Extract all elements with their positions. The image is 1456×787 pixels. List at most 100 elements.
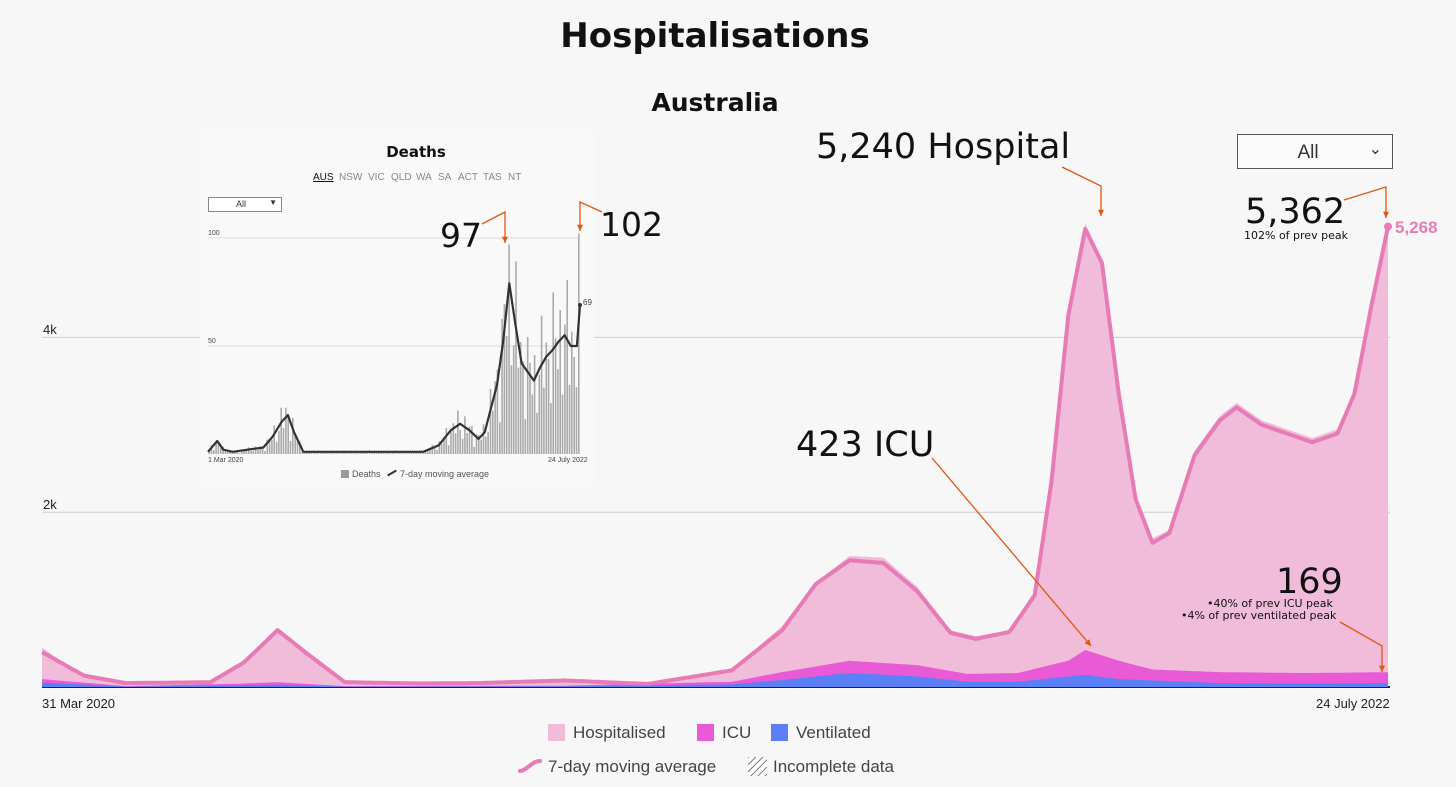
inset-death-bar [464,416,466,454]
inset-death-bar [475,434,478,454]
inset-death-bar [503,304,506,454]
inset-death-bar [573,357,575,454]
moving-average-line [41,226,1390,686]
inset-death-bar [308,452,310,454]
legend-incomplete-data[interactable]: Incomplete data [748,757,894,777]
inset-tab-nsw[interactable]: NSW [339,172,363,183]
chart-subtitle: Australia [651,88,779,117]
inset-death-bar [296,441,299,454]
inset-death-bar [226,452,229,454]
inset-death-bar [445,427,448,454]
inset-death-bar [564,324,566,454]
inset-legend-avg-label: 7-day moving average [400,469,490,479]
inset-moving-average-line [207,282,582,453]
inset-death-bar [403,452,406,454]
inset-death-bar [443,436,445,454]
inset-death-bar [452,423,455,454]
inset-death-bar [571,331,573,454]
inset-arrow-peak [481,210,506,243]
inset-filter-select[interactable]: All ▼ [208,197,282,212]
inset-death-bar [433,447,436,454]
arrow-icu-peak-head [1084,639,1091,646]
inset-death-bar [254,446,257,454]
annotation-icu-note: •40% of prev ICU peak [1207,597,1333,610]
inset-death-bar [415,452,417,454]
inset-death-bar [459,429,461,454]
inset-tab-act[interactable]: ACT [458,172,478,183]
inset-death-bar [536,412,538,454]
inset-death-bar [245,450,248,454]
annotation-icu-current: 169 [1276,562,1343,602]
legend-hospitalised[interactable]: Hospitalised [548,723,666,743]
inset-death-bar [450,429,452,454]
legend-ventilated[interactable]: Ventilated [771,723,871,743]
inset-tab-wa[interactable]: WA [416,172,432,183]
inset-death-bar [220,447,222,454]
inset-death-bar [533,355,536,454]
inset-death-bar [282,428,285,454]
annotation-icu-peak: 423 ICU [796,425,935,465]
inset-death-bar [315,452,317,454]
legend-incomplete-swatch [748,757,767,776]
inset-death-bar [529,362,531,454]
inset-death-bar [338,452,341,454]
inset-death-bar [438,441,441,454]
inset-death-bar [410,453,413,454]
y-tick-label: 4k [43,322,57,337]
inset-death-bar [396,452,399,454]
legend-incomplete-label: Incomplete data [773,757,894,776]
inset-annotation-peak: 97 [440,216,482,255]
inset-death-bar [259,446,262,454]
inset-death-bar [213,450,215,454]
inset-death-bar [540,315,543,454]
inset-death-bar [392,452,394,454]
inset-y-tick-label: 50 [208,338,216,345]
x-start-label: 31 Mar 2020 [42,696,115,711]
inset-death-bar [231,452,234,454]
inset-death-bar [424,451,427,454]
arrow-hospital-peak [1061,166,1102,216]
inset-tab-vic[interactable]: VIC [368,172,385,183]
inset-death-bar [559,310,561,454]
inset-death-bar [480,439,482,454]
inset-death-bar [519,342,522,454]
inset-death-bar [303,451,306,454]
inset-death-bar [285,407,287,454]
inset-death-bar [489,389,492,454]
inset-death-bar [440,443,443,454]
inset-death-bar [261,446,264,454]
inset-death-bar [426,449,429,454]
inset-end-label: 69 [583,298,592,307]
inset-tab-sa[interactable]: SA [438,172,452,183]
inset-death-bar [545,342,548,454]
inset-death-bar [436,450,438,454]
inset-legend-deaths-swatch [341,470,349,478]
inset-legend-deaths: Deaths [341,469,381,479]
chevron-down-icon: ⌄ [1368,141,1382,158]
region-filter-select[interactable]: All ⌄ [1237,134,1393,169]
inset-death-bar [294,433,296,454]
inset-death-bar [429,450,431,454]
inset-death-bar [461,438,464,454]
inset-title: Deaths [386,143,446,161]
legend-icu[interactable]: ICU [697,723,751,743]
icu-area [42,650,1388,687]
inset-death-bar [568,384,571,454]
inset-death-bar [485,436,487,454]
end-point-marker [1384,222,1392,231]
inset-tab-nt[interactable]: NT [508,172,522,183]
legend-hospitalised-label: Hospitalised [573,723,666,742]
inset-arrow-peak-head [502,236,508,243]
legend-moving-average[interactable]: 7-day moving average [518,757,716,777]
inset-death-bar [471,426,473,454]
inset-death-bar [313,452,315,454]
inset-death-bar [238,452,241,454]
inset-death-bar [478,435,480,454]
inset-death-bar [240,449,243,454]
inset-arrow-current-head [577,224,583,231]
inset-tab-tas[interactable]: TAS [483,172,502,183]
inset-death-bar [319,451,322,454]
inset-tab-aus[interactable]: AUS [313,172,334,183]
inset-tab-qld[interactable]: QLD [391,172,412,183]
